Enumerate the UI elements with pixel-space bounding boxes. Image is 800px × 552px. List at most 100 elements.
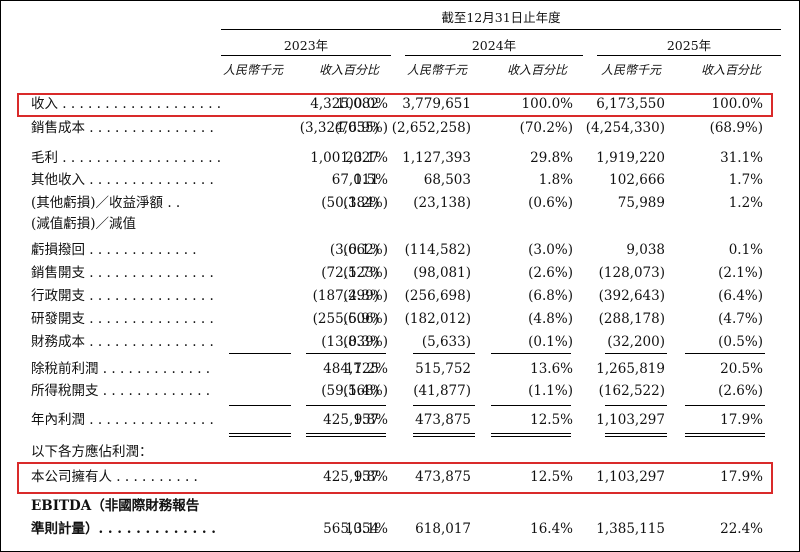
row-value: (68.9%) [709,120,763,136]
row-label: 行政開支 . . . . . . . . . . . . . . . [31,288,214,304]
table-row: EBITDA（非國際財務報告 [1,497,799,516]
table-row: 所得稅開支 . . . . . . . . . . . . . (59,568)(… [1,382,799,401]
row-value: (1.1%) [528,383,573,399]
row-value: (1.7%) [343,265,388,281]
row-value: (3.0%) [528,242,573,258]
row-label: 除稅前利潤 . . . . . . . . . . . . . [31,361,211,377]
sub-rmb-2025: 人民幣千元 [600,63,661,77]
row-value: 20.5% [720,361,763,377]
row-value: (1.4%) [343,383,388,399]
rule-line [229,436,291,437]
row-value: (256,698) [404,288,471,304]
row-value: (72,523) [321,265,379,281]
row-label: 銷售開支 . . . . . . . . . . . . . . . [31,265,214,281]
row-value: 6,173,550 [596,96,665,112]
row-value: 1,385,115 [596,521,665,537]
row-value: (0.6%) [528,195,573,211]
row-value: (50,384) [321,195,379,211]
row-label: 以下各方應佔利潤： [31,444,153,460]
row-value: 13.6% [530,361,573,377]
row-label: 銷售成本 . . . . . . . . . . . . . . . [31,120,214,136]
row-value: 29.8% [530,150,573,166]
highlight-revenue [17,93,773,117]
table-row: 行政開支 . . . . . . . . . . . . . . . (187,2… [1,287,799,306]
rule-line [491,436,571,437]
table-row: 銷售成本 . . . . . . . . . . . . . . . (3,324… [1,119,799,138]
rule-line [605,436,667,437]
row-value: (13,839) [321,334,379,350]
row-value: (2,652,258) [391,120,471,136]
table-row: 財務成本 . . . . . . . . . . . . . . . (13,83… [1,333,799,352]
year-2024: 2024年 [471,38,517,53]
row-value: (98,081) [413,265,471,281]
row-value: 13.1% [345,521,388,537]
rule-line [605,405,667,406]
rule-2024 [405,55,583,56]
row-value: 3,779,651 [402,96,471,112]
row-label: 研發開支 . . . . . . . . . . . . . . . [31,311,214,327]
rule-line [491,405,571,406]
row-value: 22.4% [720,521,763,537]
row-value: (5,633) [421,334,471,350]
row-value: 1.5% [353,172,388,188]
row-value: (4.7%) [718,311,763,327]
rule-line [229,433,291,434]
table-row: 本公司擁有人 . . . . . . . . . . 425,157 9.8% 473… [1,468,799,487]
row-label: EBITDA（非國際財務報告 [31,498,200,514]
sub-pct-2023: 收入百分比 [318,63,379,77]
highlight-owners [17,462,773,494]
rule-line [685,436,765,437]
rule-line [229,405,291,406]
row-value: (32,200) [607,334,665,350]
row-value: (6.4%) [718,288,763,304]
year-2025: 2025年 [666,38,712,53]
rule-line [413,436,475,437]
rule-line [685,353,765,354]
row-value: 1.8% [538,172,573,188]
row-value: 12.5% [530,412,573,428]
row-value: 102,666 [609,172,665,188]
row-value: (2.6%) [718,383,763,399]
row-value: (187,299) [312,288,379,304]
row-value: (114,582) [404,242,471,258]
row-value: 67,011 [331,172,379,188]
row-label: 準則計量）. . . . . . . . . . . . . [31,521,216,537]
table-row: 準則計量）. . . . . . . . . . . . . 565,054 13.… [1,520,799,539]
row-value: 12.5% [530,469,573,485]
row-value: (4,254,330) [585,120,665,136]
row-value: 1,103,297 [596,412,665,428]
table-row: 收入 . . . . . . . . . . . . . . . . . . .… [1,95,799,114]
row-value: 4,325,082 [310,96,379,112]
sub-rmb-2024: 人民幣千元 [406,63,467,77]
row-value: 425,157 [323,469,379,485]
row-value: (182,012) [404,311,471,327]
row-value: 31.1% [720,150,763,166]
row-value: 100.0% [521,96,573,112]
row-value: 0.1% [728,242,763,258]
table-row: 銷售開支 . . . . . . . . . . . . . . . (72,52… [1,264,799,283]
row-value: 1.7% [728,172,763,188]
row-label: 收入 . . . . . . . . . . . . . . . . . . . [31,96,222,112]
rule-line [685,433,765,434]
row-value: (5.9%) [343,311,388,327]
row-value: (3,324,055) [299,120,379,136]
row-value: 484,725 [323,361,379,377]
rule-line [685,405,765,406]
row-value: 1.2% [728,195,763,211]
row-value: (0.1%) [343,242,388,258]
sub-rmb-2023: 人民幣千元 [222,63,283,77]
table-row: 除稅前利潤 . . . . . . . . . . . . . 484,725 11… [1,360,799,379]
table-row: 年內利潤 . . . . . . . . . . . . . . . 425,15… [1,411,799,430]
row-value: (0.5%) [718,334,763,350]
table-row: 虧損撥回 . . . . . . . . . . . . . (3,662) (0.… [1,241,799,260]
row-value: 1,103,297 [596,469,665,485]
row-value: 100.0% [711,96,763,112]
period-header: 截至12月31日止年度 [441,10,561,25]
row-value: 17.9% [720,469,763,485]
row-value: (162,522) [598,383,665,399]
row-value: (392,643) [598,288,665,304]
row-label: 虧損撥回 . . . . . . . . . . . . . [31,242,197,258]
row-value: (70.2%) [519,120,573,136]
row-value: 23.1% [345,150,388,166]
